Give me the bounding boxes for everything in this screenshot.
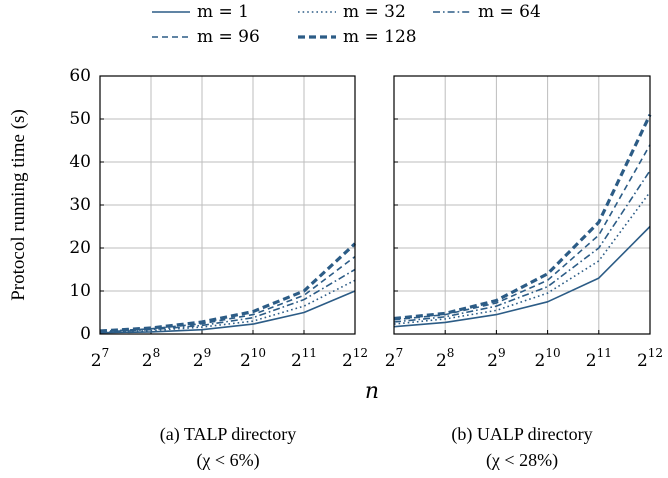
x-tick-label: 29 [193,346,211,371]
y-tick-label: 10 [69,281,91,301]
series-line-m64 [393,170,651,323]
y-tick-label: 20 [69,238,91,258]
x-tick-label: 212 [637,346,663,371]
x-axis-label: n [365,379,379,404]
chart-panel-a: 0 10 20 30 40 50 60 27 28 29 210 211 212 [69,66,368,371]
series-line-m128 [393,114,652,321]
x-tick-label: 211 [586,346,612,371]
x-tick-label: 28 [436,346,454,371]
caption-b-line1: (b) UALP directory [451,424,592,445]
x-tick-label: 27 [91,346,109,371]
legend-label: m = 64 [478,2,541,22]
series-line-m1 [393,225,651,328]
caption-a-line1: (a) TALP directory [160,424,297,445]
series-line-m32 [393,191,651,325]
legend-label: m = 32 [343,2,406,22]
y-axis-label: Protocol running time (s) [8,109,29,301]
y-tick-label: 0 [80,324,91,344]
x-tick-label: 212 [342,346,368,371]
series-line-m32 [99,279,356,334]
x-tick-label: 28 [142,346,160,371]
caption-b-line2: (χ < 28%) [486,450,558,471]
y-tick-label: 50 [69,109,91,129]
legend-label: m = 1 [197,2,249,22]
chart-panel-b: 27 28 29 210 211 212 [385,75,663,371]
x-tick-label: 210 [240,346,266,371]
y-tick-label: 40 [69,152,91,172]
legend-label: m = 96 [197,27,260,47]
plot-frame [393,75,651,335]
caption-a-line2: (χ < 6%) [196,450,259,471]
series-line-m96 [99,255,356,333]
y-tick-label: 60 [69,66,91,86]
x-tick-label: 27 [385,346,403,371]
series-line-m1 [99,290,356,334]
legend: m = 1 m = 32 m = 64 m = 96 m = 128 [152,2,541,47]
x-tick-label: 29 [487,346,505,371]
plot-frame [99,75,356,335]
series-line-m96 [393,144,651,321]
x-tick-label: 210 [535,346,561,371]
series-line-m64 [99,268,356,333]
y-tick-label: 30 [69,195,91,215]
legend-label: m = 128 [343,27,417,47]
series-line-m128 [99,242,357,333]
x-tick-label: 211 [291,346,317,371]
